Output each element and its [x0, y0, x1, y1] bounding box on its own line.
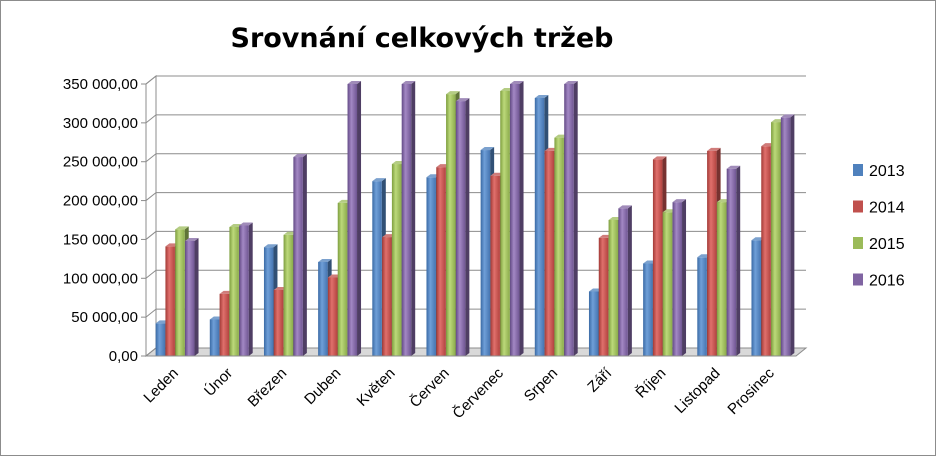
legend-swatch	[853, 200, 863, 213]
x-tick-label: Říjen	[633, 365, 670, 402]
x-axis	[145, 84, 796, 357]
y-tick-label: 350 000,00	[63, 76, 138, 93]
legend-label: 2013	[869, 163, 905, 180]
x-tick-label: Září	[584, 364, 615, 395]
legend-entry: 2016	[853, 273, 905, 290]
chart-title: Srovnání celkových tržeb	[231, 23, 614, 54]
x-tick-label: Červenec	[449, 364, 507, 422]
bar	[672, 199, 687, 356]
y-tick-label: 150 000,00	[63, 231, 138, 248]
bar	[510, 81, 524, 356]
y-tick-label: 0,00	[109, 348, 138, 365]
legend-swatch	[853, 164, 863, 176]
legend-label: 2014	[869, 200, 905, 217]
y-tick-label: 200 000,00	[63, 193, 138, 210]
legend: 2013 2014 2015 2016	[853, 163, 905, 290]
x-tick-label: Květen	[354, 365, 399, 410]
gridline	[145, 230, 806, 240]
gridline	[145, 75, 806, 85]
bar	[293, 154, 307, 356]
legend-swatch	[853, 273, 863, 286]
bar	[618, 205, 632, 356]
x-tick-label: Leden	[140, 365, 182, 407]
bar	[185, 237, 199, 356]
y-axis-tick-labels: 0,00 50 000,00 100 000,00 150 000,00 200 000…	[63, 76, 138, 365]
bar	[780, 114, 795, 356]
bar	[564, 81, 578, 356]
y-tick-label: 250 000,00	[63, 154, 138, 171]
gridline	[145, 192, 806, 201]
x-tick-label: Srpen	[521, 365, 561, 405]
gridline	[145, 153, 806, 163]
bar	[347, 81, 362, 356]
bar	[239, 222, 253, 356]
x-tick-label: Březen	[245, 365, 291, 411]
legend-label: 2016	[869, 273, 905, 290]
y-tick-label: 50 000,00	[71, 309, 138, 326]
gridline	[145, 269, 806, 279]
y-tick-label: 300 000,00	[63, 115, 138, 132]
x-tick-label: Duben	[301, 365, 344, 408]
legend-label: 2015	[869, 236, 905, 253]
x-tick-label: Prosinec	[724, 364, 778, 418]
legend-entry: 2014	[853, 200, 905, 217]
x-tick-label: Červen	[407, 365, 453, 411]
x-tick-label: Listopad	[671, 365, 723, 417]
legend-entry: 2013	[853, 163, 905, 180]
y-tick-label: 100 000,00	[63, 270, 138, 287]
bar	[401, 81, 416, 356]
legend-entry: 2015	[853, 236, 905, 253]
bar	[726, 165, 741, 356]
bar	[455, 98, 470, 357]
bars	[155, 81, 795, 357]
x-tick-label: Únor	[201, 365, 236, 400]
legend-swatch	[853, 237, 863, 249]
x-axis-category-labels: Leden Únor Březen Duben Květen ČervenČervenec…	[140, 364, 778, 422]
gridline	[145, 114, 806, 124]
